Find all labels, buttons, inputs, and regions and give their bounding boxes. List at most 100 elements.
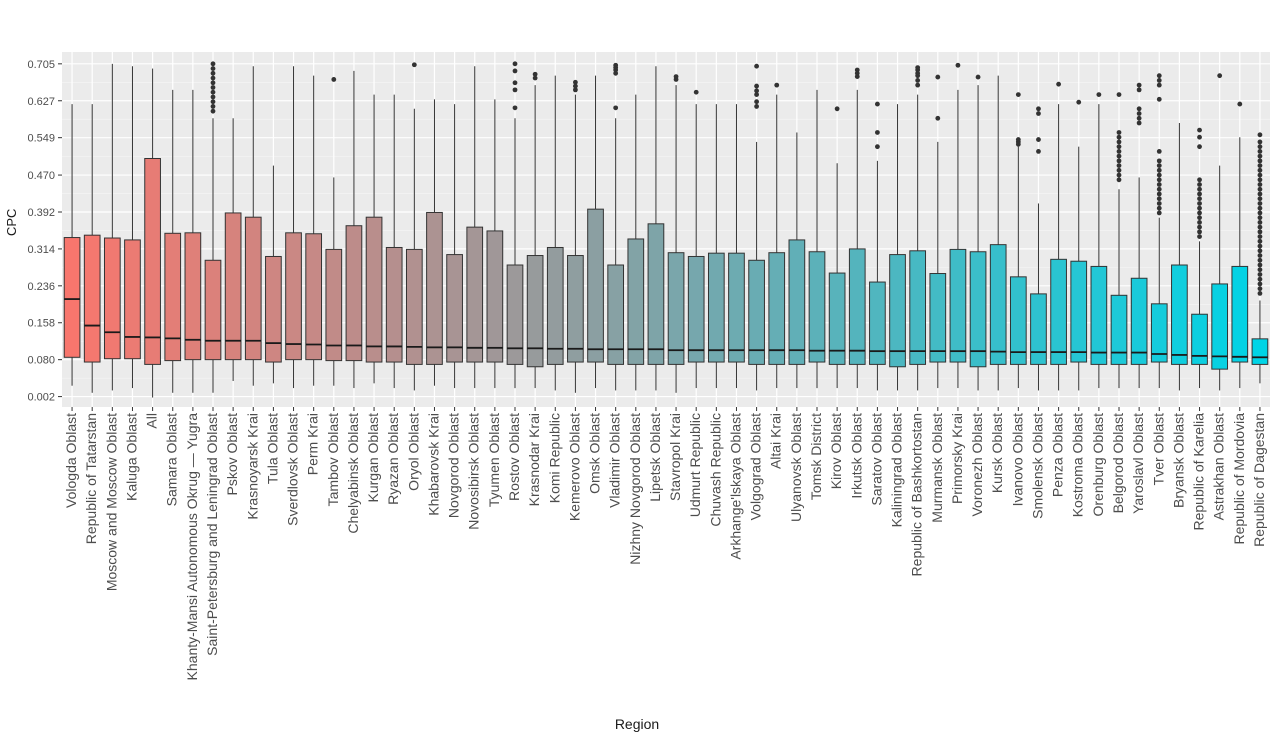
box — [909, 250, 927, 365]
outlier-point — [1156, 82, 1162, 88]
outlier-point — [331, 77, 337, 82]
outlier-point — [512, 105, 518, 111]
x-tick-label: Irkutsk Oblast — [848, 413, 864, 499]
outlier-point — [1197, 186, 1202, 192]
outlier-point — [774, 82, 780, 88]
outlier-point — [1197, 191, 1202, 197]
box — [707, 252, 725, 363]
outlier-point — [1156, 177, 1162, 183]
outlier-point — [935, 115, 941, 121]
outlier-point — [1116, 177, 1122, 183]
x-tick-label: Orenburg Oblast — [1090, 413, 1106, 517]
y-tick-label: 0.549 — [27, 133, 55, 145]
outlier-point — [875, 130, 880, 135]
outlier-point — [1156, 191, 1162, 197]
outlier-point — [1036, 111, 1041, 116]
box — [869, 281, 886, 365]
outlier-point — [1156, 73, 1162, 79]
y-tick-label: 0.314 — [27, 244, 55, 256]
outlier-point — [411, 62, 417, 68]
outlier-point — [1156, 96, 1162, 102]
minor-gridlines — [62, 81, 1270, 379]
outlier-point — [1197, 134, 1202, 140]
outlier-point — [1257, 243, 1263, 249]
x-tick-label: Pskov Oblast — [224, 413, 240, 496]
outlier-point — [1197, 196, 1202, 202]
outlier-point — [915, 78, 921, 83]
x-tick-label: Kaliningrad Oblast — [889, 413, 905, 528]
box — [224, 212, 242, 361]
x-tick-label: Ulyanovsk Oblast — [788, 413, 804, 522]
outlier-point — [210, 66, 216, 71]
outlier-point — [1076, 99, 1082, 105]
x-tick-label: Omsk Oblast — [587, 413, 603, 494]
x-tick-label: Voronezh Oblast — [969, 413, 985, 517]
y-axis: 0.002 0.080 0.158 0.236 0.314 0.392 0.470 0.549… — [27, 59, 62, 404]
outlier-point — [512, 61, 518, 67]
outlier-point — [1257, 229, 1263, 235]
outlier-point — [1197, 224, 1202, 230]
box — [989, 244, 1007, 365]
x-tick-label: Sverdlovsk Oblast — [285, 413, 301, 526]
box — [1130, 277, 1148, 365]
outlier-point — [1116, 163, 1122, 169]
outlier-point — [1156, 186, 1162, 192]
x-tick-label: Republic of Karelia — [1191, 413, 1207, 531]
outlier-point — [693, 89, 699, 95]
x-tick-label: Rostov Oblast — [506, 413, 522, 501]
x-tick-label: Altai Krai — [768, 413, 784, 469]
outlier-point — [1116, 139, 1122, 145]
outlier-point — [1257, 132, 1263, 138]
outlier-point — [1257, 167, 1263, 173]
x-tick-label: Smolensk Oblast — [1029, 413, 1045, 519]
x-tick-label: Novgorod Oblast — [446, 413, 462, 518]
box — [828, 272, 846, 365]
outlier-point — [754, 83, 759, 89]
box — [687, 255, 705, 363]
x-tick-label: Udmurt Republic — [687, 413, 703, 517]
x-tick-label: Komi Republic — [546, 413, 562, 503]
x-tick-label: Kursk Oblast — [989, 413, 1005, 493]
outlier-point — [1257, 253, 1263, 258]
outlier-point — [854, 67, 860, 73]
box — [285, 232, 302, 361]
outlier-point — [915, 65, 921, 71]
box — [426, 211, 443, 365]
x-tick-label: Yaroslavl Oblast — [1130, 413, 1146, 514]
box — [1030, 293, 1047, 365]
outlier-point — [1257, 272, 1263, 277]
outlier-point — [1156, 158, 1162, 164]
outlier-point — [1197, 144, 1202, 150]
outlier-point — [512, 87, 518, 93]
box — [768, 252, 786, 365]
x-tick-label: Saint-Petersburg and Leningrad Oblast — [204, 413, 220, 656]
box — [446, 254, 463, 363]
outlier-point — [875, 144, 880, 150]
outlier-point — [1156, 205, 1162, 211]
x-tick-label: Republic of Tatarstan — [83, 413, 99, 544]
outlier-point — [1257, 205, 1263, 211]
outlier-point — [573, 79, 578, 85]
x-tick-label: Lipetsk Oblast — [647, 413, 663, 502]
outlier-point — [1156, 201, 1162, 206]
outlier-point — [1116, 134, 1122, 140]
x-tick-label: Bryansk Oblast — [1170, 413, 1186, 508]
outlier-point — [1197, 215, 1202, 221]
x-tick-label: Krasnoyarsk Krai — [244, 413, 260, 520]
outlier-point — [512, 80, 518, 86]
box — [1050, 258, 1067, 365]
y-tick-label: 0.080 — [27, 355, 55, 367]
outlier-point — [1036, 149, 1041, 154]
x-tick-label: Nizhny Novgorod Oblast — [627, 413, 643, 565]
outlier-point — [1156, 78, 1162, 83]
plot-panel — [62, 52, 1270, 407]
box — [365, 216, 383, 363]
outlier-point — [1015, 92, 1021, 97]
outlier-point — [1257, 276, 1263, 282]
x-tick-label: Republic of Dagestan — [1251, 413, 1267, 547]
outlier-point — [1197, 201, 1202, 206]
outlier-point — [1136, 106, 1142, 112]
x-tick-label: Kurgan Oblast — [365, 413, 381, 503]
x-axis: Vologda Oblast Republic of Tatarstan Mosco… — [63, 407, 1267, 680]
outlier-point — [1156, 196, 1162, 202]
